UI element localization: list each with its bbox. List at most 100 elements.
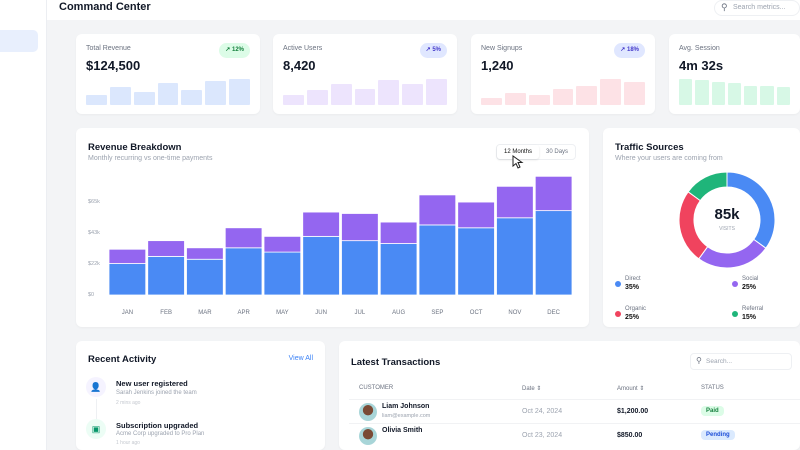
bar-recurring	[418, 224, 457, 296]
traffic-sources-card: Traffic Sources Where your users are com…	[603, 128, 800, 327]
transactions-search-input[interactable]: ⚲ Search...	[690, 353, 792, 370]
customer-email: liam@example.com	[382, 413, 431, 419]
sort-icon: ⇕	[639, 386, 645, 392]
bar-recurring	[379, 243, 418, 296]
toggle-12-months[interactable]: 12 Months	[497, 145, 540, 159]
kpi-label: Total Revenue	[86, 45, 131, 52]
bar-one-time	[186, 247, 224, 260]
column-date[interactable]: Date ⇕	[522, 386, 542, 392]
bar-one-time	[263, 235, 302, 253]
legend-dot	[615, 281, 621, 287]
sparkline-bar	[378, 80, 400, 105]
customer-name: Liam Johnson	[382, 403, 430, 410]
money-icon: ▣	[86, 419, 106, 439]
x-tick-label: DEC	[547, 310, 560, 316]
trend-up-icon: ↗	[225, 47, 231, 53]
x-tick-label: JUL	[355, 310, 366, 316]
kpi-card: New Signups 1,240 ↗ 18%	[471, 34, 655, 114]
revenue-title: Revenue Breakdown	[88, 142, 182, 153]
transaction-amount: $1,200.00	[617, 408, 649, 415]
bar-one-time	[341, 213, 379, 242]
user-plus-icon: 👤	[86, 377, 106, 397]
legend-dot	[732, 281, 738, 287]
sparkline-bar	[229, 79, 251, 105]
legend-direct: Direct 35%	[615, 276, 641, 291]
kpi-card: Active Users 8,420 ↗ 5%	[273, 34, 457, 114]
transaction-date: Oct 23, 2024	[522, 432, 563, 439]
donut-center-label: VISITS	[719, 226, 735, 232]
mouse-cursor-icon	[512, 155, 524, 169]
y-tick-label: $0	[88, 292, 94, 298]
sparkline-bar	[283, 95, 304, 105]
kpi-value: 8,420	[283, 58, 316, 73]
kpi-label: Avg. Session	[679, 45, 720, 52]
search-metrics-input[interactable]: ⚲ Search metrics...	[714, 0, 800, 16]
bar-one-time	[534, 175, 573, 212]
activity-desc-0: Sarah Jenkins joined the team	[116, 390, 197, 396]
trend-up-icon: ↗	[620, 47, 626, 53]
customer-name: Olivia Smith	[382, 427, 423, 434]
sparkline-bar	[695, 80, 709, 105]
kpi-value: 1,240	[481, 58, 514, 73]
traffic-subtitle: Where your users are coming from	[615, 155, 723, 162]
bar-recurring	[534, 210, 573, 296]
bar-one-time	[108, 248, 147, 264]
donut-center-value: 85k	[714, 206, 740, 223]
bar-one-time	[302, 211, 340, 237]
y-tick-label: $43k	[88, 230, 100, 236]
table-row[interactable]: Liam Johnson liam@example.com Oct 24, 20…	[349, 399, 800, 423]
sparkline-bar	[86, 95, 107, 105]
sparkline-bars	[86, 79, 251, 105]
sidebar-item-active[interactable]	[0, 30, 38, 52]
bar-recurring	[302, 235, 340, 296]
sparkline-bar	[354, 88, 376, 105]
bar-recurring	[186, 258, 224, 296]
y-tick-label: $22k	[88, 261, 100, 267]
bar-recurring	[263, 251, 302, 296]
sparkline-bar	[157, 83, 179, 105]
sort-icon: ⇕	[536, 386, 542, 392]
avatar	[359, 427, 377, 445]
x-tick-label: APR	[237, 310, 250, 316]
bar-recurring	[457, 227, 495, 296]
x-tick-label: MAR	[198, 310, 212, 316]
bar-recurring	[341, 240, 379, 296]
transaction-amount: $850.00	[617, 432, 643, 439]
sparkline-bar	[624, 81, 646, 105]
activity-title-0: New user registered	[116, 379, 188, 388]
transactions-card: Latest Transactions ⚲ Search... CUSTOMER…	[339, 341, 800, 450]
transaction-date: Oct 24, 2024	[522, 408, 563, 415]
sparkline-bar	[330, 84, 352, 105]
sparkline-bar	[481, 98, 502, 105]
page-title: Command Center	[59, 1, 151, 13]
column-status: STATUS	[701, 385, 724, 391]
sparkline-bar	[109, 86, 131, 105]
bar-one-time	[147, 240, 185, 257]
timeline-line	[96, 399, 97, 421]
sparkline-bar	[528, 95, 550, 105]
x-tick-label: OCT	[470, 310, 483, 316]
view-all-link[interactable]: View All	[288, 355, 313, 362]
traffic-title: Traffic Sources	[615, 142, 684, 153]
legend-organic: Organic 25%	[615, 306, 646, 321]
toggle-30-days[interactable]: 30 Days	[546, 149, 569, 155]
activity-desc-1: Acme Corp upgraded to Pro Plan	[116, 431, 205, 437]
column-amount[interactable]: Amount ⇕	[617, 386, 645, 392]
change-badge: ↗ 12%	[219, 43, 250, 58]
activity-title-1: Subscription upgraded	[116, 421, 199, 430]
traffic-donut-chart	[678, 171, 776, 269]
header: Command Center ⚲ Search metrics...	[47, 0, 800, 20]
table-row[interactable]: Olivia Smith Oct 23, 2024 $850.00 Pendin…	[349, 423, 800, 447]
x-tick-label: JAN	[122, 310, 133, 316]
sparkline-bar	[306, 89, 328, 105]
status-badge: Paid	[701, 406, 724, 416]
kpi-value: $124,500	[86, 58, 141, 73]
legend-dot	[732, 311, 738, 317]
change-badge: ↗ 5%	[419, 43, 447, 58]
bar-one-time	[496, 185, 534, 219]
y-tick-label: $65k	[88, 199, 100, 205]
sparkline-bar	[679, 79, 693, 105]
revenue-chart: $0 $22k $43k $65k JAN FEB MAR APR MAY JUN JUL AUG SE…	[88, 175, 573, 316]
bar-recurring	[496, 217, 534, 296]
x-tick-label: AUG	[392, 310, 405, 316]
